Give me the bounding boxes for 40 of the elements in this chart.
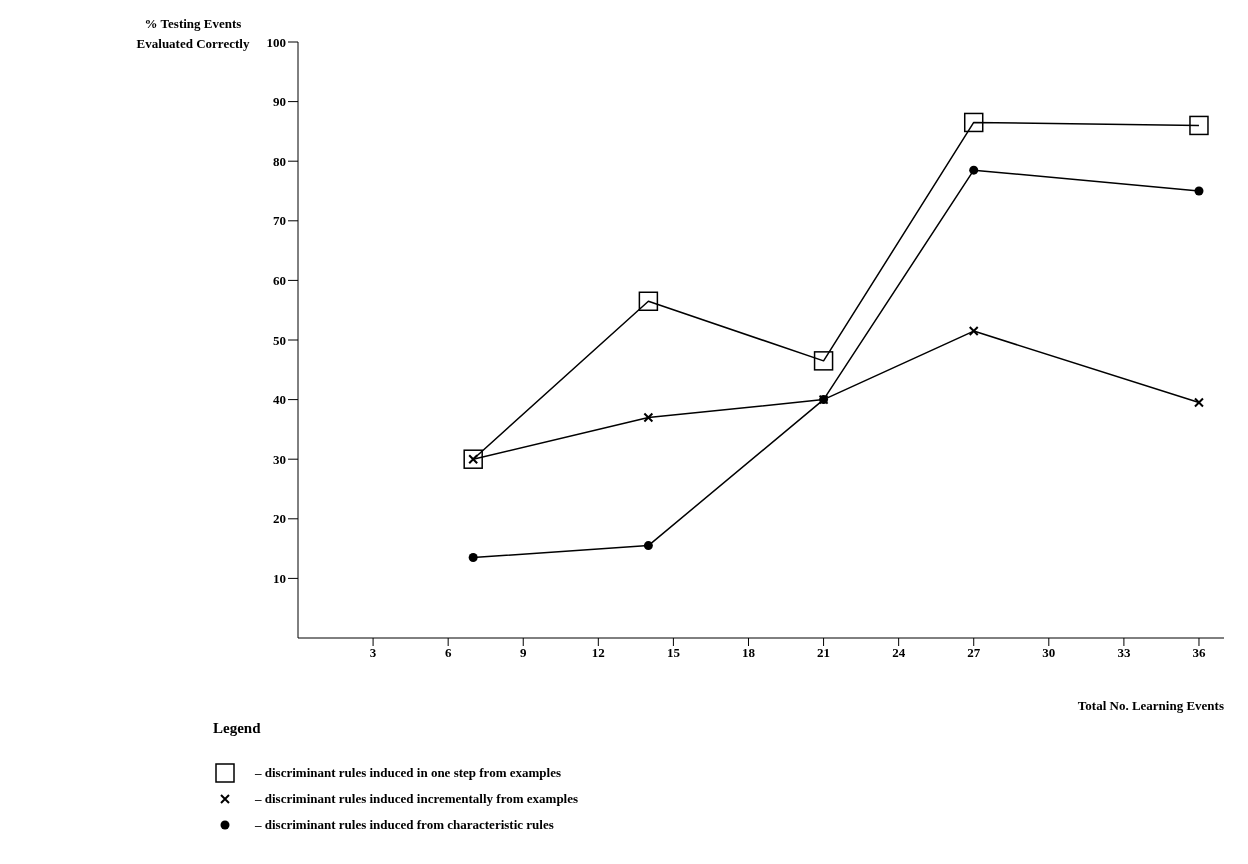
y-axis-title: % Testing Events Evaluated Correctly bbox=[136, 16, 250, 51]
point bbox=[969, 165, 979, 175]
x-tick-label: 18 bbox=[741, 645, 756, 661]
y-tick-label: 80 bbox=[273, 153, 286, 169]
y-tick-label: 10 bbox=[273, 571, 286, 587]
x-tick-label: 6 bbox=[444, 645, 452, 661]
x-tick-label: 30 bbox=[1042, 645, 1056, 661]
x-tick-label: 12 bbox=[591, 645, 605, 661]
y-tick-label: 50 bbox=[273, 332, 286, 348]
x-tick-label: 3 bbox=[369, 645, 377, 661]
point bbox=[968, 326, 979, 337]
point bbox=[963, 112, 984, 133]
y-tick-label: 100 bbox=[266, 34, 286, 50]
x-tick-label: 9 bbox=[519, 645, 527, 661]
point bbox=[643, 541, 653, 551]
point bbox=[638, 291, 659, 312]
point bbox=[813, 351, 834, 371]
x-tick-label: 27 bbox=[967, 645, 981, 661]
y-tick-label: 20 bbox=[273, 511, 286, 527]
y-tick-label: 60 bbox=[273, 273, 286, 289]
x-tick-label: 24 bbox=[892, 645, 906, 661]
x-tick-label: 15 bbox=[666, 645, 681, 661]
legend-label: – discriminant rules induced from characteristic rules bbox=[255, 817, 554, 833]
x-tick-label: 33 bbox=[1117, 645, 1131, 661]
legend-title: Legend bbox=[213, 720, 261, 737]
legend-label: – discriminant rules induced incrementally from examples bbox=[255, 791, 579, 807]
point bbox=[1193, 397, 1204, 408]
point bbox=[643, 412, 654, 423]
y-tick-label: 70 bbox=[273, 213, 286, 229]
x-axis-title: Total No. Learning Events bbox=[1077, 698, 1224, 713]
x-tick-label: 36 bbox=[1192, 645, 1206, 661]
y-tick-label: 30 bbox=[273, 451, 286, 467]
legend-label: – discriminant rules induced in one step from examples bbox=[255, 765, 561, 781]
x-tick-label: 21 bbox=[817, 645, 831, 661]
point bbox=[468, 553, 478, 563]
point bbox=[1189, 115, 1209, 136]
point bbox=[463, 449, 483, 469]
y-tick-label: 90 bbox=[273, 94, 286, 110]
point bbox=[1194, 186, 1204, 196]
y-tick-label: 40 bbox=[273, 392, 286, 408]
